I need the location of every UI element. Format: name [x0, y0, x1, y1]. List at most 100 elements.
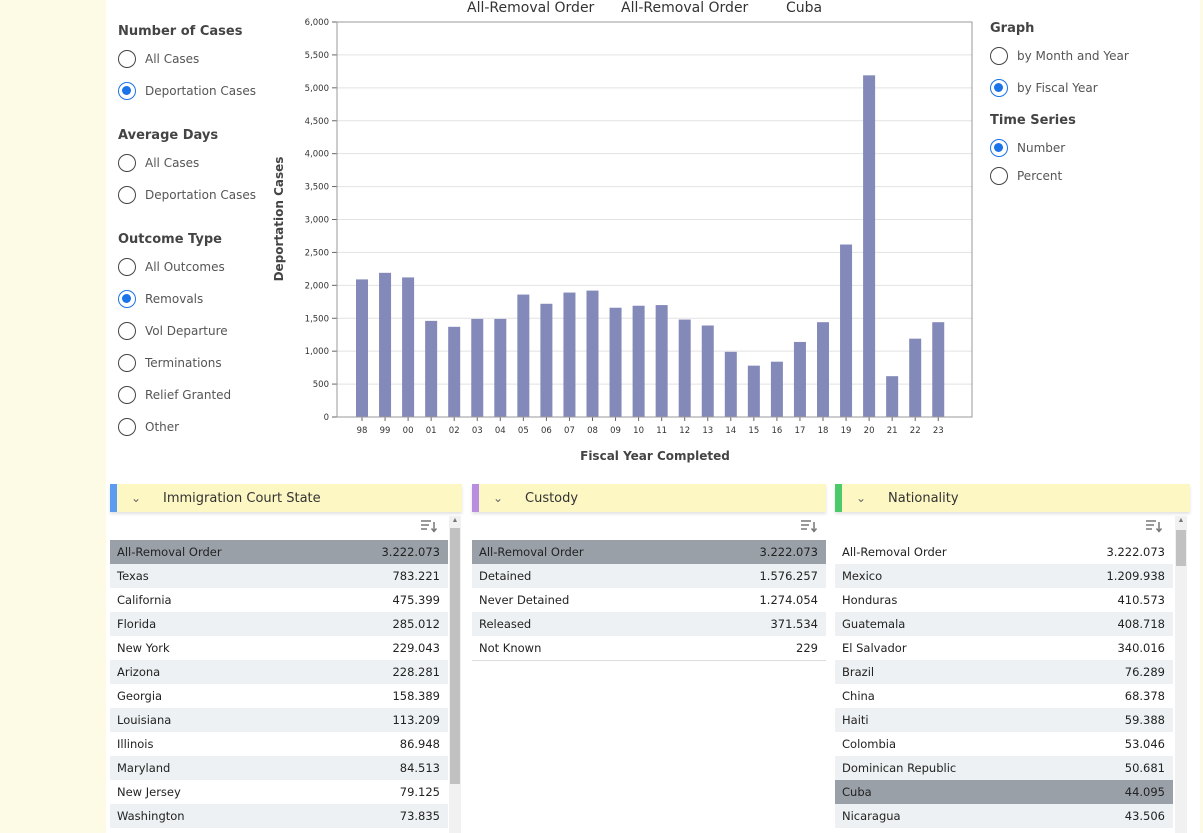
radio-button[interactable] [990, 139, 1008, 157]
radio-days-all-cases[interactable]: All Cases [118, 153, 199, 173]
bar-10[interactable] [632, 305, 645, 417]
bar-09[interactable] [609, 307, 622, 417]
bar-05[interactable] [517, 294, 530, 417]
chevron-down-icon[interactable]: ⌄ [131, 491, 142, 505]
table-row[interactable]: New Jersey 79.125 [110, 780, 448, 804]
table-row[interactable]: Maryland 84.513 [110, 756, 448, 780]
table-row[interactable]: Georgia 158.389 [110, 684, 448, 708]
table-row[interactable]: Not Known 229 [472, 636, 826, 660]
scroll-up-icon[interactable]: ▲ [1177, 517, 1185, 524]
bar-18[interactable] [817, 322, 829, 417]
table-row[interactable]: Guatemala 408.718 [835, 612, 1173, 636]
table-row[interactable]: Texas 783.221 [110, 564, 448, 588]
radio-button[interactable] [118, 418, 136, 436]
sort-icon[interactable] [800, 519, 818, 533]
table-row[interactable]: China 68.378 [835, 684, 1173, 708]
bar-08[interactable] [586, 290, 599, 417]
row-value: 3.222.073 [759, 545, 818, 559]
table-row[interactable]: Never Detained 1.274.054 [472, 588, 826, 612]
table-row[interactable]: Louisiana 113.209 [110, 708, 448, 732]
bar-15[interactable] [747, 365, 760, 417]
radio-button[interactable] [118, 322, 136, 340]
bar-11[interactable] [655, 305, 668, 417]
radio-other[interactable]: Other [118, 417, 179, 437]
table-row[interactable]: Washington 73.835 [110, 804, 448, 828]
radio-number[interactable]: Number [990, 138, 1065, 158]
radio-button[interactable] [118, 50, 136, 68]
table-header[interactable]: ⌄ Immigration Court State [110, 484, 462, 512]
table-row[interactable]: Released 371.534 [472, 612, 826, 636]
table-row[interactable]: Illinois 86.948 [110, 732, 448, 756]
radio-number-deportation-cases[interactable]: Deportation Cases [118, 81, 256, 101]
bar-01[interactable] [425, 320, 438, 417]
table-row[interactable]: New York 229.043 [110, 636, 448, 660]
radio-days-deportation-cases[interactable]: Deportation Cases [118, 185, 256, 205]
table-row[interactable]: All-Removal Order 3.222.073 [110, 540, 448, 564]
bar-07[interactable] [563, 292, 576, 417]
table-row[interactable]: Florida 285.012 [110, 612, 448, 636]
radio-button[interactable] [118, 386, 136, 404]
table-row[interactable]: California 475.399 [110, 588, 448, 612]
radio-button[interactable] [118, 258, 136, 276]
bar-16[interactable] [770, 361, 783, 417]
radio-button[interactable] [118, 186, 136, 204]
scrollbar[interactable]: ▲ [1175, 516, 1187, 833]
radio-button[interactable] [118, 354, 136, 372]
table-row[interactable]: Nicaragua 43.506 [835, 804, 1173, 828]
table-row[interactable]: All-Removal Order 3.222.073 [835, 540, 1173, 564]
bar-03[interactable] [471, 318, 484, 417]
radio-button[interactable] [118, 154, 136, 172]
table-header[interactable]: ⌄ Nationality [835, 484, 1190, 512]
radio-button[interactable] [118, 82, 136, 100]
bar-22[interactable] [909, 338, 922, 417]
bar-06[interactable] [540, 303, 553, 417]
sort-icon[interactable] [1145, 519, 1163, 533]
radio-button[interactable] [990, 47, 1008, 65]
table-row[interactable]: Detained 1.576.257 [472, 564, 826, 588]
radio-by-month-and-year[interactable]: by Month and Year [990, 46, 1129, 66]
radio-terminations[interactable]: Terminations [118, 353, 222, 373]
table-row[interactable]: Haiti 59.388 [835, 708, 1173, 732]
bar-14[interactable] [724, 351, 737, 417]
table-row[interactable]: All-Removal Order 3.222.073 [472, 540, 826, 564]
radio-vol-departure[interactable]: Vol Departure [118, 321, 228, 341]
bar-23[interactable] [932, 322, 945, 417]
table-row[interactable]: Cuba 44.095 [835, 780, 1173, 804]
radio-number-all-cases[interactable]: All Cases [118, 49, 199, 69]
table-row[interactable]: El Salvador 340.016 [835, 636, 1173, 660]
bar-00[interactable] [402, 277, 415, 417]
bar-20[interactable] [863, 75, 876, 417]
scroll-up-icon[interactable]: ▲ [451, 517, 459, 524]
table-row[interactable]: Brazil 76.289 [835, 660, 1173, 684]
radio-button[interactable] [118, 290, 136, 308]
radio-relief-granted[interactable]: Relief Granted [118, 385, 231, 405]
radio-percent[interactable]: Percent [990, 166, 1062, 186]
bar-02[interactable] [448, 326, 461, 417]
bar-21[interactable] [886, 376, 899, 417]
table-row[interactable]: Dominican Republic 50.681 [835, 756, 1173, 780]
table-row[interactable]: Mexico 1.209.938 [835, 564, 1173, 588]
bar-13[interactable] [701, 325, 714, 417]
radio-button[interactable] [990, 79, 1008, 97]
bar-19[interactable] [840, 244, 853, 417]
bar-98[interactable] [356, 279, 368, 417]
bar-12[interactable] [678, 319, 691, 417]
bar-99[interactable] [379, 272, 392, 417]
scroll-thumb[interactable] [450, 528, 460, 784]
bar-04[interactable] [494, 318, 507, 417]
radio-removals[interactable]: Removals [118, 289, 203, 309]
sort-icon[interactable] [420, 519, 438, 533]
radio-by-fiscal-year[interactable]: by Fiscal Year [990, 78, 1098, 98]
bar-17[interactable] [793, 341, 806, 417]
table-header[interactable]: ⌄ Custody [472, 484, 826, 512]
scroll-thumb[interactable] [1176, 530, 1186, 566]
chevron-down-icon[interactable]: ⌄ [493, 491, 504, 505]
radio-button[interactable] [990, 167, 1008, 185]
table-row[interactable]: Arizona 228.281 [110, 660, 448, 684]
table-row[interactable]: Honduras 410.573 [835, 588, 1173, 612]
radio-all-outcomes[interactable]: All Outcomes [118, 257, 225, 277]
table-row[interactable]: Colombia 53.046 [835, 732, 1173, 756]
chevron-down-icon[interactable]: ⌄ [856, 491, 867, 505]
scrollbar[interactable]: ▲ [449, 516, 461, 833]
row-value: 113.209 [392, 713, 440, 727]
